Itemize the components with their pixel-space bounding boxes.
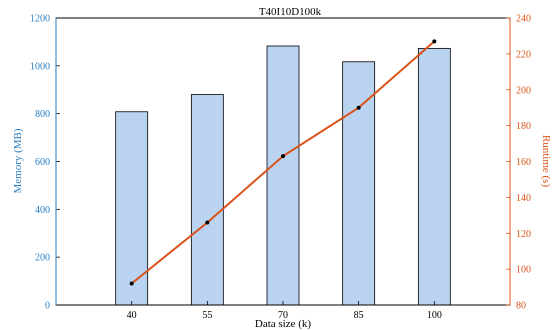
left-tick-label: 400 (35, 205, 50, 216)
right-tick-label: 240 (516, 14, 531, 25)
left-axis: 0 200 400 600 800 1000 1200 (30, 14, 60, 312)
bar-40 (115, 111, 149, 306)
right-tick-label: 160 (516, 157, 531, 168)
x-axis: 40 55 70 85 100 (127, 301, 442, 321)
right-tick-label: 120 (516, 229, 531, 240)
x-tick-label: 70 (278, 310, 288, 321)
bar-group (115, 45, 451, 306)
x-tick-label: 55 (202, 310, 212, 321)
right-tick-label: 180 (516, 121, 531, 132)
right-tick-label: 140 (516, 193, 531, 204)
y-axis-right-label: Runtime (s) (540, 135, 552, 188)
bar-70 (266, 45, 300, 306)
x-tick-label: 100 (427, 310, 442, 321)
left-tick-label: 800 (35, 109, 50, 120)
runtime-point-55 (205, 220, 210, 225)
bar-85 (342, 61, 376, 306)
runtime-point-85 (356, 105, 361, 110)
y-axis-left-label: Memory (MB) (12, 128, 24, 193)
runtime-line-group (129, 39, 437, 286)
bar-55 (190, 94, 224, 306)
runtime-point-100 (432, 39, 437, 44)
chart-title: T40I10D100k (259, 6, 322, 18)
left-tick-label: 1000 (30, 61, 50, 72)
right-axis: 80 100 120 140 160 180 200 220 240 (506, 14, 531, 312)
right-tick-label: 100 (516, 265, 531, 276)
left-tick-label: 1200 (30, 14, 50, 25)
right-tick-label: 80 (516, 301, 526, 312)
x-tick-label: 40 (127, 310, 137, 321)
left-tick-label: 200 (35, 253, 50, 264)
left-tick-label: 0 (45, 301, 50, 312)
x-tick-label: 85 (354, 310, 364, 321)
right-tick-label: 200 (516, 85, 531, 96)
right-tick-label: 220 (516, 49, 531, 60)
runtime-point-70 (281, 154, 285, 159)
bar-100 (417, 47, 451, 306)
runtime-point-40 (129, 281, 134, 286)
left-tick-label: 600 (35, 157, 50, 168)
x-axis-label: Data size (k) (255, 318, 312, 330)
